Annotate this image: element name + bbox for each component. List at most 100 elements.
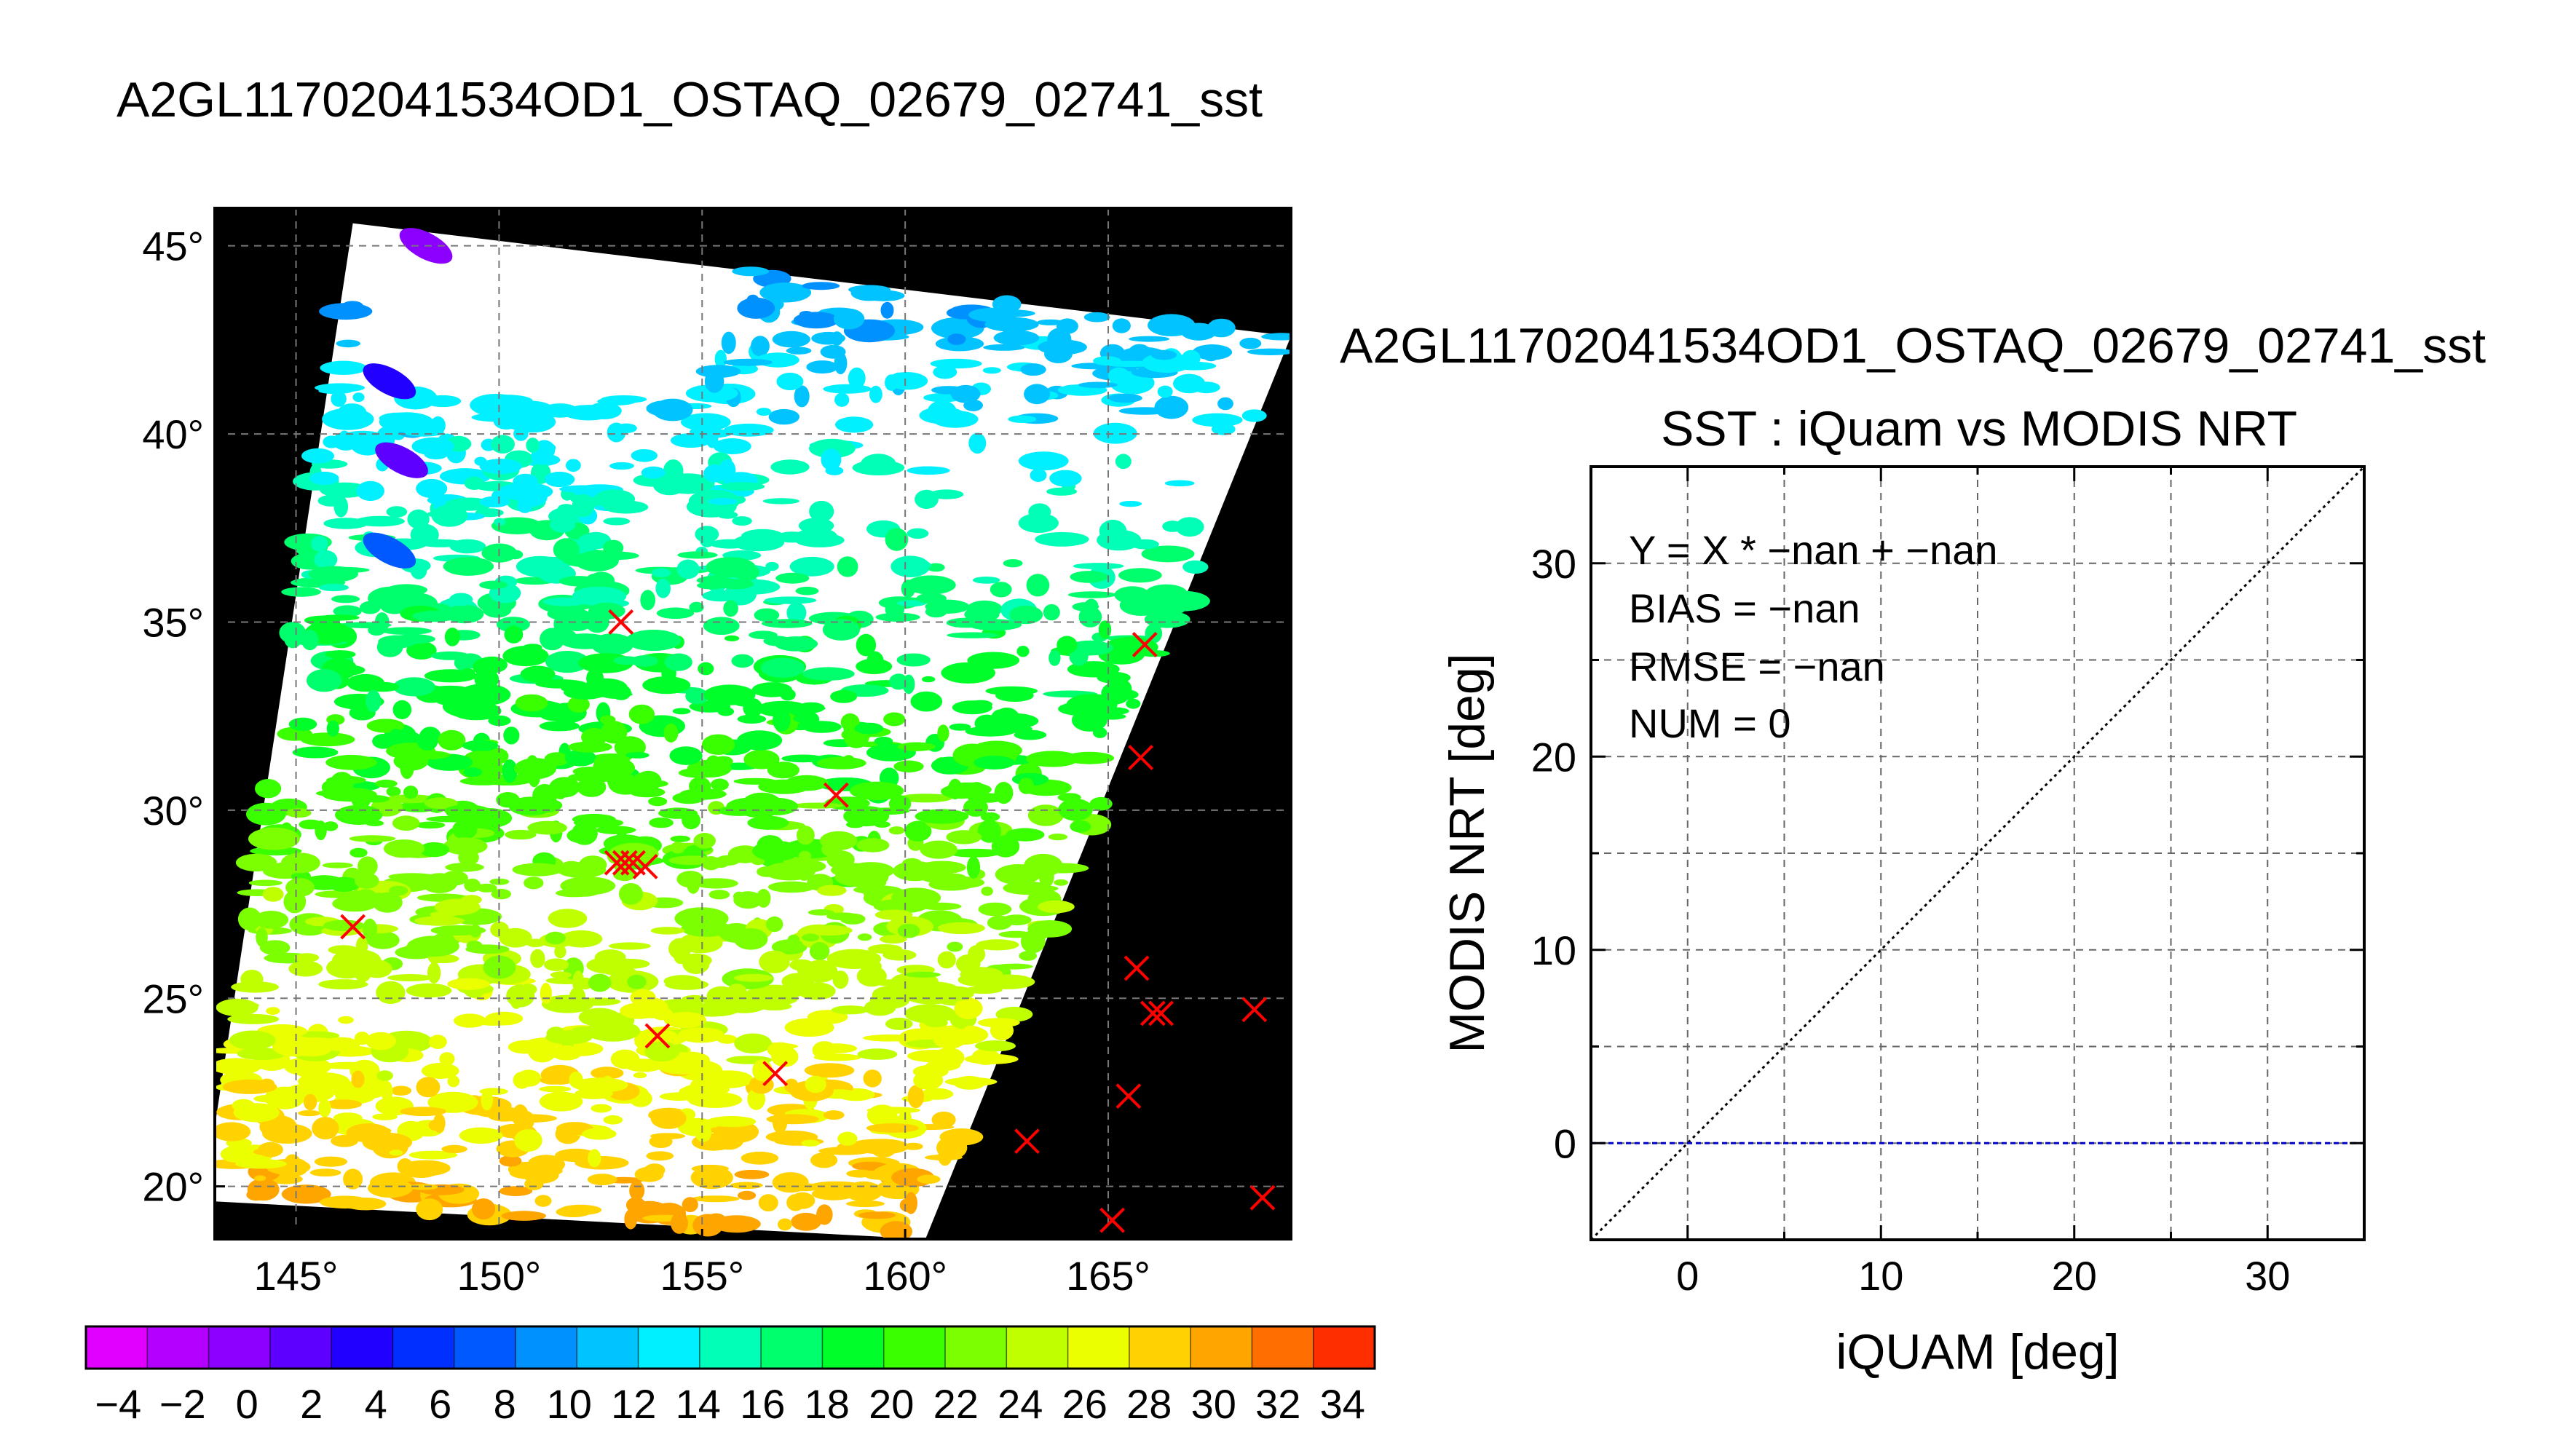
sst-patch: [1073, 563, 1124, 570]
colorbar-cell: [883, 1326, 946, 1369]
scatter-x-tick-label: 20: [2052, 1253, 2097, 1299]
sst-patch: [441, 871, 468, 886]
sst-patch: [1239, 337, 1262, 349]
colorbar-tick-label: 0: [236, 1381, 258, 1427]
sst-patch: [1003, 559, 1023, 568]
sst-patch: [231, 981, 279, 993]
scatter-x-tick-label: 30: [2245, 1253, 2290, 1299]
sst-patch: [752, 840, 800, 861]
sst-patch: [633, 1072, 647, 1079]
sst-patch: [794, 385, 810, 408]
sst-patch: [641, 466, 666, 479]
sst-patch: [866, 651, 884, 673]
sst-patch: [587, 1174, 617, 1186]
colorbar-cell: [331, 1326, 394, 1369]
map-y-ticks: 20° 25° 30° 35° 40° 45°: [142, 223, 225, 1210]
sst-patch: [597, 397, 636, 405]
sst-patch: [464, 878, 481, 893]
colorbar-cell: [638, 1326, 700, 1369]
sst-patch: [591, 1104, 612, 1113]
sst-patch: [376, 981, 406, 1005]
sst-patch: [574, 1156, 629, 1170]
sst-patch: [557, 504, 575, 513]
sst-patch: [603, 539, 624, 556]
sst-patch: [758, 779, 810, 794]
sst-patch: [869, 385, 882, 403]
sst-patch: [438, 729, 466, 751]
map-plot-area: [215, 208, 1291, 1239]
sst-patch: [449, 593, 473, 606]
map-x-tick-label: 150°: [457, 1253, 542, 1299]
sst-patch: [512, 863, 563, 877]
sst-patch: [326, 720, 339, 737]
sst-patch: [813, 1053, 861, 1061]
sst-patch: [903, 1142, 923, 1150]
sst-patch: [952, 700, 992, 715]
sst-patch: [444, 628, 460, 646]
sst-patch: [1175, 517, 1204, 537]
sst-patch: [352, 392, 365, 403]
sst-patch: [262, 887, 284, 902]
sst-patch: [907, 1050, 959, 1063]
map-x-ticks: 145° 150° 155° 160° 165°: [254, 1229, 1150, 1299]
sst-patch: [766, 916, 783, 933]
sst-patch: [459, 777, 506, 786]
identity-line: [1590, 465, 2366, 1241]
sst-patch: [663, 1012, 707, 1029]
sst-patch: [896, 600, 927, 606]
sst-patch: [866, 1123, 920, 1133]
sst-patch: [253, 911, 289, 929]
sst-patch: [977, 1018, 1020, 1028]
sst-patch: [318, 614, 360, 621]
sst-patch: [613, 869, 636, 882]
sst-patch: [392, 634, 435, 644]
scatter-filename-title: A2GL11702041534OD1_OSTAQ_02679_02741_sst: [1340, 318, 2486, 373]
sst-patch: [545, 1030, 593, 1045]
sst-patch: [1033, 887, 1053, 905]
sst-patch: [681, 920, 732, 937]
sst-patch: [1030, 468, 1047, 482]
sst-patch: [400, 1160, 451, 1176]
sst-patch: [820, 344, 846, 359]
sst-patch: [930, 358, 982, 369]
sst-patch: [727, 984, 747, 998]
sst-patch: [416, 1198, 443, 1221]
scatter-x-label: iQUAM [deg]: [1836, 1324, 2119, 1380]
sst-patch: [762, 498, 799, 505]
sst-patch: [931, 1111, 956, 1128]
sst-patch: [810, 1152, 838, 1168]
sst-patch: [721, 331, 736, 355]
sst-patch: [1098, 713, 1126, 720]
sst-patch: [691, 1195, 740, 1203]
sst-patch: [702, 590, 739, 602]
sst-patch: [272, 1035, 316, 1057]
sst-patch: [793, 714, 818, 723]
sst-patch: [566, 459, 581, 472]
map-x-tick-label: 160°: [863, 1253, 947, 1299]
sst-patch: [650, 1107, 687, 1129]
sst-patch: [600, 721, 628, 744]
sst-patch: [1164, 480, 1195, 487]
sst-patch: [383, 839, 425, 858]
sst-patch: [478, 395, 533, 408]
sst-patch: [392, 815, 420, 831]
sst-patch: [904, 1004, 956, 1024]
sst-patch: [314, 550, 338, 569]
sst-patch: [1026, 751, 1079, 767]
sst-patch: [679, 788, 727, 800]
sst-patch: [502, 646, 549, 667]
sst-patch: [1065, 751, 1115, 764]
sst-patch: [931, 386, 966, 395]
scatter-stats: Y = X * −nan + −nan BIAS = −nan RMSE = −…: [1629, 527, 1998, 746]
sst-patch: [362, 918, 378, 941]
colorbar-tick-label: 32: [1255, 1381, 1300, 1427]
sst-patch: [1035, 531, 1089, 547]
sst-patch: [915, 489, 939, 510]
sst-patch: [869, 992, 910, 1009]
sst-patch: [292, 746, 339, 759]
sst-patch: [469, 924, 481, 938]
sst-patch: [648, 796, 668, 807]
sst-patch: [248, 827, 300, 850]
sst-patch: [787, 934, 800, 946]
sst-patch: [676, 559, 700, 579]
